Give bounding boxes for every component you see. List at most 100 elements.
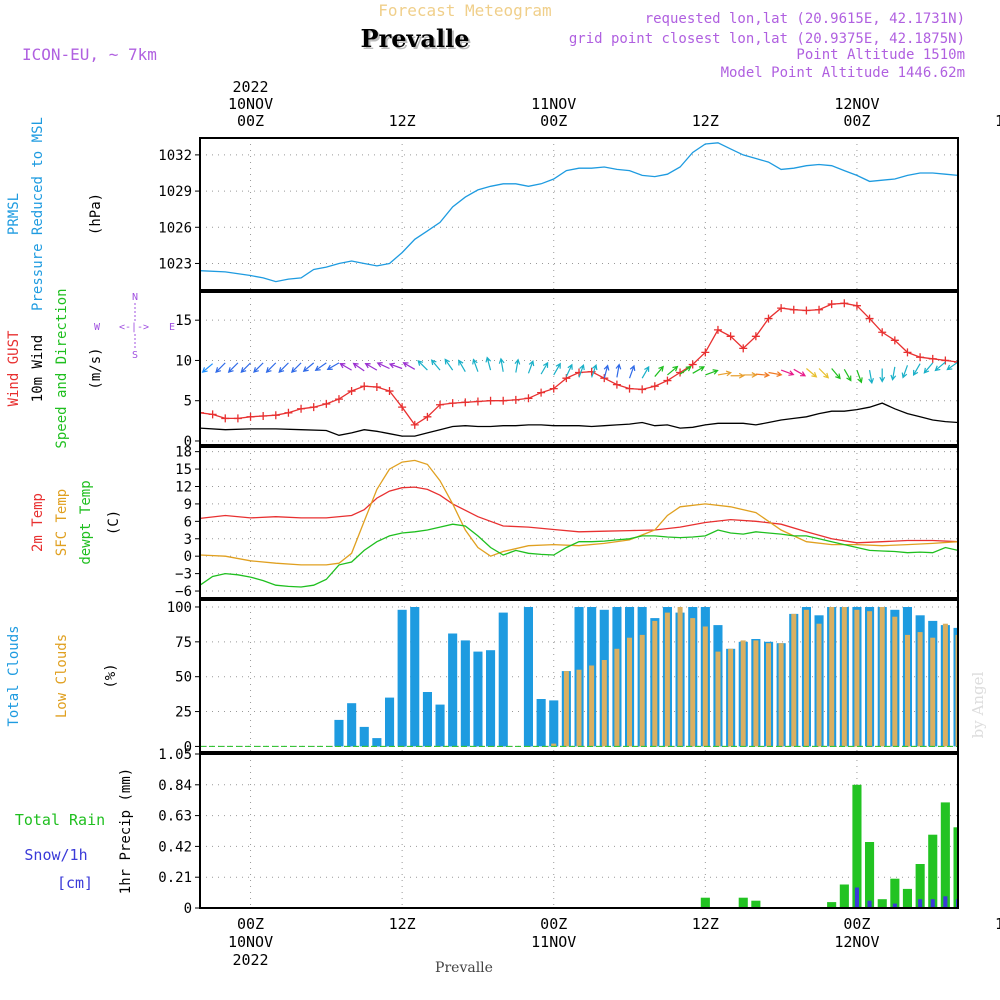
clouds-bar-low-clouds	[829, 607, 835, 747]
gust-marker	[372, 383, 381, 392]
wind-direction-arrow	[430, 359, 441, 371]
wind-direction-arrow	[912, 363, 921, 377]
chart-panels: 1023 1026 1029 1032 PRMSL Pressure Reduced to…	[6, 117, 1000, 917]
gust-marker	[200, 408, 204, 417]
gust-marker	[549, 384, 558, 393]
clouds-ytick-label: 25	[175, 705, 192, 721]
gust-marker	[537, 388, 546, 397]
clouds-bar-low-clouds	[576, 669, 582, 747]
wind-ylabel: Speed and Direction	[54, 288, 70, 448]
clouds-bar-total-clouds	[334, 719, 344, 747]
wind-direction-arrow	[901, 365, 909, 379]
temperature-ytick-label: 0	[184, 549, 192, 565]
gust-marker	[878, 328, 887, 337]
gust-marker	[903, 348, 912, 357]
clouds-bar-low-clouds	[778, 643, 784, 747]
precip-bar-total-rain	[991, 852, 1000, 908]
clouds-bar-total-clouds	[523, 607, 533, 747]
clouds-bar-low-clouds	[905, 634, 910, 747]
clouds-bar-total-clouds	[397, 609, 407, 747]
precip-bar-total-rain	[902, 888, 912, 908]
clouds-bar-total-clouds	[422, 692, 432, 747]
gust-marker	[726, 332, 735, 341]
temperature-frame	[199, 446, 959, 599]
wind-direction-arrow	[498, 357, 505, 372]
wind-direction-arrow	[402, 362, 416, 370]
temperature-ylabel: 2m Temp	[30, 493, 46, 552]
gust-marker	[575, 368, 583, 377]
gust-marker	[941, 356, 950, 365]
compass-arrows: <-|->	[119, 322, 149, 333]
model-label: ICON-EU, ~ 7km	[22, 45, 157, 64]
clouds-bar-low-clouds	[551, 743, 557, 747]
wind-direction-arrow	[831, 368, 841, 380]
wind-direction-arrow	[603, 364, 610, 379]
precip-ytick-label: 0	[184, 901, 192, 917]
gust-marker	[916, 353, 925, 362]
clouds-bar-low-clouds	[803, 609, 809, 747]
clouds-ytick-label: 0	[184, 739, 192, 755]
precip-bar-snow-1h	[892, 903, 897, 908]
wind-direction-arrow	[265, 362, 277, 373]
wind-direction-arrow	[628, 364, 636, 379]
gust-marker	[739, 344, 748, 353]
gust-marker	[473, 397, 482, 406]
model-point-altitude: Model Point Altitude 1446.62m	[721, 65, 965, 81]
watermark: by Angel	[969, 671, 987, 738]
clouds-bar-low-clouds	[715, 651, 721, 747]
gust-marker	[701, 348, 710, 357]
wind-direction-arrow	[352, 362, 365, 372]
top-time-label: 12NOV	[834, 95, 879, 113]
precip-bar-total-rain	[839, 884, 849, 908]
precip-bar-snow-1h	[981, 899, 985, 908]
bottom-time-label: 12Z	[692, 915, 719, 933]
wind-direction-arrow	[302, 362, 315, 373]
precip-side-label: Total Rain	[15, 811, 105, 829]
gust-marker	[663, 376, 672, 385]
temperature-series-sfc-temp	[200, 459, 958, 566]
chart-subtitle: Forecast Meteogram	[378, 1, 551, 20]
clouds-bar-low-clouds	[690, 618, 696, 747]
clouds-bar-low-clouds	[563, 671, 569, 747]
bottom-time-label: 12Z	[389, 915, 416, 933]
clouds-bar-low-clouds	[841, 607, 847, 747]
wind-direction-arrow	[679, 365, 692, 375]
wind-direction-arrow	[553, 362, 561, 376]
wind-frame	[199, 291, 959, 446]
clouds-bar-low-clouds	[664, 612, 670, 747]
wind-direction-arrow	[667, 365, 679, 376]
chart-title: Prevalle	[361, 24, 470, 53]
precip-ytick-label: 1.05	[158, 747, 192, 763]
wind-ytick-label: 10	[175, 353, 192, 369]
wind-direction-arrow	[743, 372, 758, 378]
gust-marker	[208, 410, 217, 419]
wind-direction-arrow	[923, 362, 934, 374]
wind-direction-arrow	[768, 371, 783, 377]
bottom-time-label: 00Z	[540, 915, 567, 933]
clouds-bar-low-clouds	[639, 634, 645, 747]
clouds-bar-low-clouds	[614, 648, 620, 747]
precip-bar-total-rain	[852, 784, 862, 908]
precip-panel: 0 0.21 0.42 0.63 0.84 1.05 Total Rain Snow/1h [c…	[15, 747, 1000, 917]
precip-data	[200, 784, 1000, 908]
gust-marker	[625, 384, 634, 393]
requested-coords: requested lon,lat (20.9615E, 42.1731N)	[645, 11, 965, 27]
clouds-bar-low-clouds	[728, 648, 734, 747]
precip-ytick-label: 0.42	[158, 839, 192, 855]
top-time-label: 00Z	[237, 112, 264, 130]
precip-bar-total-rain	[890, 878, 900, 908]
temperature-data	[200, 459, 958, 588]
clouds-bar-low-clouds	[753, 640, 759, 747]
gust-marker	[259, 412, 268, 421]
top-time-label: 00Z	[843, 112, 870, 130]
wind-ytick-label: 0	[184, 434, 192, 450]
wind-direction-arrow	[485, 356, 492, 371]
gust-marker	[612, 380, 621, 389]
wind-compass: N S W E <-|->	[94, 292, 175, 361]
pressure-ytick-label: 1023	[158, 256, 192, 272]
clouds-frame	[199, 599, 959, 753]
compass-north: N	[132, 292, 138, 303]
clouds-bar-low-clouds	[627, 637, 632, 747]
bottom-time-label: 10NOV	[228, 933, 273, 951]
